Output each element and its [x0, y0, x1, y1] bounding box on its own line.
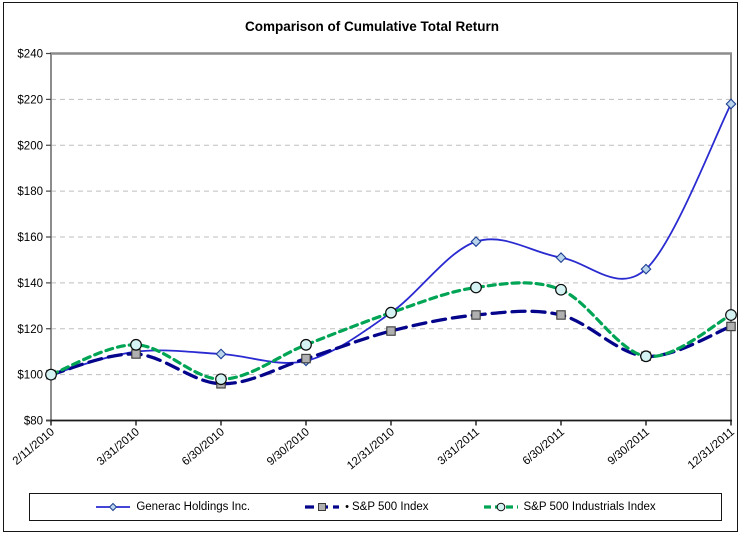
legend-marker-sp500	[304, 501, 340, 513]
data-point-marker-series-2	[640, 350, 652, 363]
data-point-marker-series-0	[725, 98, 737, 110]
legend-marker-industrials	[483, 501, 519, 513]
data-point-marker-series-0	[640, 263, 652, 275]
y-axis-tick-label: $80	[24, 416, 43, 428]
data-point-marker-series-2	[300, 338, 312, 351]
data-point-marker-series-2	[45, 368, 57, 381]
data-point-marker-series-1	[301, 353, 311, 364]
y-axis-tick-label: $240	[17, 49, 43, 61]
legend-line-sample	[305, 503, 340, 511]
x-axis-tick-label: 9/30/2011	[606, 426, 652, 468]
y-axis-tick-label: $100	[17, 370, 43, 382]
x-axis-tick-label: 6/30/2010	[180, 426, 227, 468]
data-point-marker-series-1	[556, 310, 566, 320]
y-axis-tick-label: $160	[17, 232, 43, 244]
legend-item-generac: Generac Holdings Inc.	[95, 501, 250, 513]
data-point-marker-series-2	[555, 283, 567, 296]
chart-title: Comparison of Cumulative Total Return	[244, 19, 499, 34]
legend-line-sample	[96, 502, 131, 512]
legend-label-sp500: S&P 500 Index	[352, 501, 429, 513]
legend-label-generac: Generac Holdings Inc.	[136, 501, 251, 513]
figure-border	[3, 2, 738, 532]
data-point-marker-series-1	[131, 349, 141, 359]
legend-marker-generac	[95, 501, 131, 513]
legend-item-industrials: S&P 500 Industrials Index	[483, 501, 656, 513]
series-line-1	[49, 309, 733, 386]
data-point-marker-series-1	[726, 321, 736, 332]
data-point-marker-series-2	[130, 338, 142, 351]
x-axis-tick-label: 12/31/2011	[686, 426, 737, 472]
data-point-marker-series-2	[470, 281, 482, 294]
data-point-marker-series-1	[471, 310, 481, 320]
y-axis-tick-label: $200	[17, 140, 43, 152]
x-axis-tick-label: 9/30/2010	[265, 426, 312, 468]
legend-bullet: •	[345, 501, 349, 513]
x-axis-tick-label: 3/31/2010	[95, 426, 142, 468]
data-point-marker-series-2	[215, 373, 227, 386]
data-point-marker-series-1	[386, 326, 396, 336]
y-axis-tick-label: $140	[17, 278, 43, 290]
legend-label-industrials: S&P 500 Industrials Index	[523, 501, 656, 513]
data-point-marker-series-0	[470, 236, 482, 248]
diamond-marker-icon	[109, 502, 118, 512]
x-axis-tick-label: 2/11/2010	[11, 426, 57, 468]
y-axis-tick-label: $220	[17, 94, 43, 106]
y-axis-tick-label: $180	[17, 186, 43, 198]
data-point-marker-series-2	[725, 309, 737, 321]
chart-legend: Generac Holdings Inc. • S&P 500 Index S&…	[29, 493, 722, 521]
x-axis-tick-label: 6/30/2011	[521, 426, 567, 468]
legend-item-sp500: • S&P 500 Index	[304, 501, 429, 513]
legend-line-sample	[483, 502, 518, 512]
circle-marker-icon	[496, 502, 505, 512]
data-point-marker-series-0	[555, 252, 567, 264]
y-axis-tick-label: $120	[17, 324, 43, 336]
square-marker-icon	[318, 503, 327, 511]
data-point-marker-series-0	[215, 348, 227, 360]
x-axis-tick-label: 3/31/2011	[436, 426, 482, 468]
data-point-marker-series-2	[385, 306, 397, 319]
x-axis-tick-label: 12/31/2010	[345, 426, 397, 472]
